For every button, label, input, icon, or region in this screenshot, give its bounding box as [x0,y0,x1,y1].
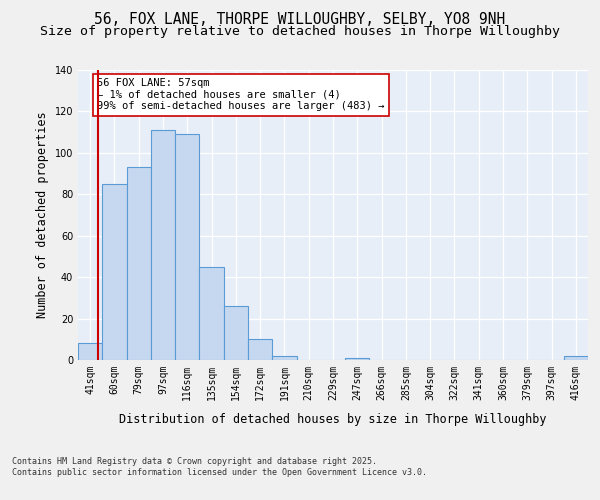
Bar [78,344,102,360]
Bar [564,356,588,360]
Text: 56 FOX LANE: 57sqm
← 1% of detached houses are smaller (4)
99% of semi-detached : 56 FOX LANE: 57sqm ← 1% of detached hous… [97,78,385,112]
Text: Distribution of detached houses by size in Thorpe Willoughby: Distribution of detached houses by size … [119,412,547,426]
Bar [248,340,272,360]
Bar [199,267,224,360]
Text: 56, FOX LANE, THORPE WILLOUGHBY, SELBY, YO8 9NH: 56, FOX LANE, THORPE WILLOUGHBY, SELBY, … [94,12,506,28]
Text: Contains HM Land Registry data © Crown copyright and database right 2025.
Contai: Contains HM Land Registry data © Crown c… [12,458,427,477]
Bar [175,134,199,360]
Bar [224,306,248,360]
Text: Size of property relative to detached houses in Thorpe Willoughby: Size of property relative to detached ho… [40,25,560,38]
Bar [345,358,370,360]
Bar [127,168,151,360]
Bar [102,184,127,360]
Bar [272,356,296,360]
Y-axis label: Number of detached properties: Number of detached properties [36,112,49,318]
Bar [151,130,175,360]
